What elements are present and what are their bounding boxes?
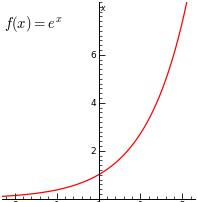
Text: $\mathit{f}(\mathit{x}) = \mathit{e}^{\mathit{x}}$: $\mathit{f}(\mathit{x}) = \mathit{e}^{\m… [4,14,62,34]
Text: x: x [101,4,105,13]
